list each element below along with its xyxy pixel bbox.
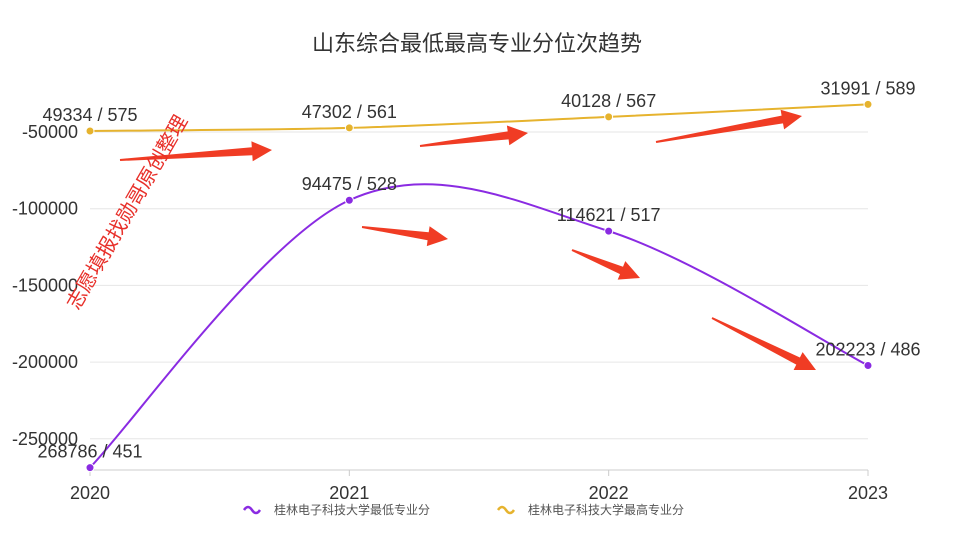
data-label: 202223 / 486	[815, 340, 920, 360]
legend[interactable]: 桂林电子科技大学最低专业分 桂林电子科技大学最高专业分	[242, 502, 684, 517]
y-tick-label: -50000	[22, 122, 78, 142]
y-tick-label: -250000	[12, 429, 78, 449]
data-label: 268786 / 451	[37, 442, 142, 462]
series-line-1	[89, 103, 869, 132]
legend-swatch	[496, 505, 516, 515]
series-line-0	[89, 183, 869, 469]
data-label: 31991 / 589	[820, 78, 915, 98]
legend-label: 桂林电子科技大学最高专业分	[528, 502, 684, 517]
watermark-text: 志愿填报找勋哥原创整理	[62, 111, 192, 313]
arrow-annotation	[571, 249, 640, 280]
data-label: 40128 / 567	[561, 91, 656, 111]
data-labels: 268786 / 451 94475 / 528 114621 / 517 20222…	[37, 78, 920, 461]
x-tick-label: 2020	[70, 483, 110, 503]
arrow-annotation	[711, 317, 816, 370]
grid	[90, 131, 868, 440]
chart-title: 山东综合最低最高专业分位次趋势	[312, 31, 642, 56]
data-point[interactable]	[85, 463, 95, 473]
x-tick-label: 2022	[589, 483, 629, 503]
arrow-annotation	[119, 141, 273, 162]
data-point[interactable]	[604, 112, 614, 122]
annotation-arrows	[119, 109, 816, 370]
y-tick-label: -100000	[12, 199, 78, 219]
x-axis: 2020 2021 2022 2023	[70, 469, 888, 503]
y-axis: -50000 -100000 -150000 -200000 -250000	[12, 122, 78, 449]
series-group	[85, 99, 873, 473]
data-point[interactable]	[863, 361, 873, 371]
data-label: 114621 / 517	[557, 205, 661, 225]
data-label: 49334 / 575	[42, 105, 137, 125]
y-tick-label: -200000	[12, 352, 78, 372]
legend-label: 桂林电子科技大学最低专业分	[274, 502, 430, 517]
data-label: 94475 / 528	[302, 174, 397, 194]
data-label: 47302 / 561	[302, 102, 397, 122]
y-tick-label: -150000	[12, 275, 78, 295]
data-point[interactable]	[85, 126, 95, 136]
arrow-annotation	[361, 226, 448, 247]
data-point[interactable]	[344, 195, 354, 205]
data-point[interactable]	[863, 99, 873, 109]
x-tick-label: 2023	[848, 483, 888, 503]
arrow-annotation	[419, 125, 528, 147]
x-tick-label: 2021	[329, 483, 369, 503]
data-point[interactable]	[604, 226, 614, 236]
legend-swatch	[242, 505, 262, 515]
arrow-annotation	[655, 109, 802, 143]
data-point[interactable]	[344, 123, 354, 133]
